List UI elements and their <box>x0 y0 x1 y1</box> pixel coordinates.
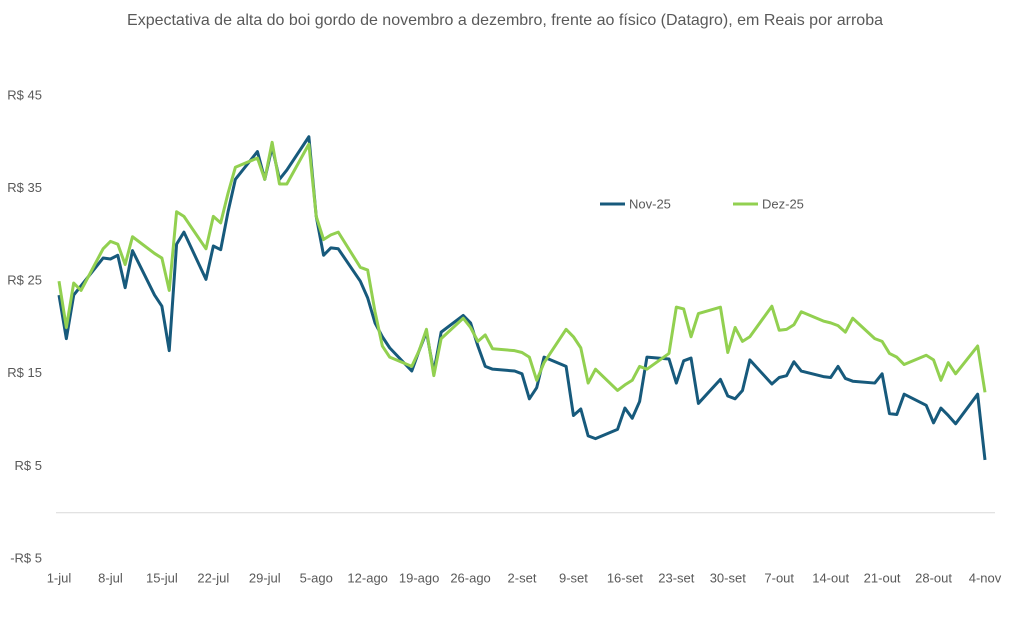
x-tick-label: 21-out <box>864 570 901 585</box>
x-tick-label: 14-out <box>812 570 849 585</box>
x-tick-label: 29-jul <box>249 570 281 585</box>
x-tick-label: 2-set <box>508 570 537 585</box>
legend-label: Dez-25 <box>762 196 804 211</box>
x-tick-label: 4-nov <box>969 570 1002 585</box>
x-tick-label: 22-jul <box>197 570 229 585</box>
y-tick-label: R$ 15 <box>7 365 42 380</box>
x-tick-label: 8-jul <box>98 570 123 585</box>
y-tick-label: -R$ 5 <box>10 550 42 565</box>
x-tick-label: 9-set <box>559 570 588 585</box>
series-line <box>57 135 987 461</box>
legend-label: Nov-25 <box>629 196 671 211</box>
x-tick-label: 1-jul <box>47 570 72 585</box>
x-tick-label: 26-ago <box>450 570 490 585</box>
x-tick-label: 15-jul <box>146 570 178 585</box>
y-tick-label: R$ 5 <box>15 458 42 473</box>
x-tick-label: 23-set <box>658 570 695 585</box>
x-tick-label: 19-ago <box>399 570 439 585</box>
series-line <box>57 140 987 393</box>
x-tick-label: 7-out <box>764 570 794 585</box>
chart-title: Expectativa de alta do boi gordo de nove… <box>127 12 883 29</box>
y-tick-label: R$ 35 <box>7 180 42 195</box>
y-tick-label: R$ 25 <box>7 273 42 288</box>
x-tick-label: 5-ago <box>300 570 333 585</box>
x-tick-label: 16-set <box>607 570 644 585</box>
x-tick-label: 28-out <box>915 570 952 585</box>
x-tick-label: 12-ago <box>347 570 387 585</box>
y-tick-label: R$ 45 <box>7 87 42 102</box>
x-tick-label: 30-set <box>710 570 747 585</box>
